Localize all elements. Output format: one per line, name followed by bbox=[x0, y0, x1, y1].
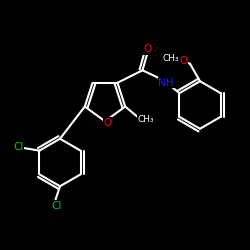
Text: O: O bbox=[143, 44, 152, 54]
Text: O: O bbox=[104, 118, 112, 128]
Text: Cl: Cl bbox=[13, 142, 23, 152]
Text: CH₃: CH₃ bbox=[163, 54, 180, 63]
Text: NH: NH bbox=[158, 78, 174, 88]
Text: Cl: Cl bbox=[51, 201, 62, 211]
Text: CH₃: CH₃ bbox=[138, 114, 154, 124]
Text: O: O bbox=[180, 56, 188, 66]
